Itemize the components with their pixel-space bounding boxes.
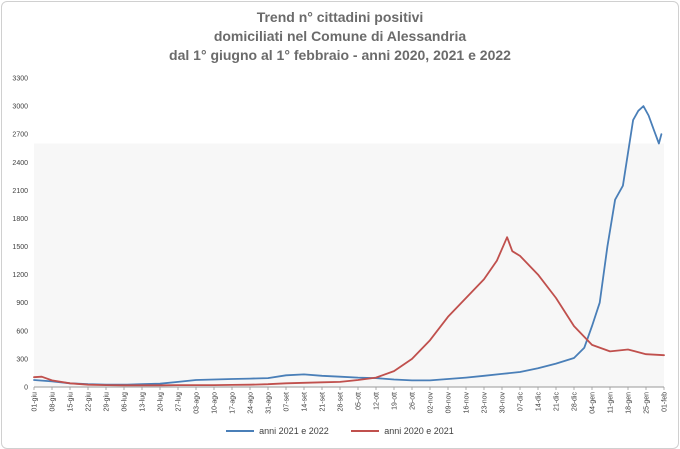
x-tick-label: 07-set: [284, 392, 291, 412]
x-tick-label: 06-lug: [122, 392, 129, 412]
x-tick-label: 03-ago: [194, 392, 201, 414]
y-tick-label: 3300: [12, 76, 28, 83]
x-tick-label: 21-set: [320, 392, 327, 412]
y-tick-label: 1800: [12, 216, 28, 223]
legend-item-2021-2022: anni 2021 e 2022: [226, 426, 329, 436]
x-tick-label: 16-nov: [464, 392, 471, 414]
x-tick-label: 30-nov: [500, 392, 507, 414]
x-tick-label: 09-nov: [446, 392, 453, 414]
x-tick-label: 01-feb: [662, 392, 669, 412]
x-tick-label: 10-ago: [212, 392, 219, 414]
x-tick-label: 02-nov: [428, 392, 435, 414]
x-tick-label: 15-giu: [68, 392, 75, 412]
x-tick-label: 11-gen: [608, 392, 615, 413]
series-line-2021-2022: [33, 105, 663, 386]
chart-title: Trend n° cittadini positivi domiciliati …: [0, 8, 680, 65]
x-tick-label: 14-dic: [536, 392, 543, 412]
x-tick-label: 07-dic: [518, 392, 525, 412]
x-tick-label: 08-giu: [50, 392, 57, 412]
legend-swatch-blue: [226, 430, 255, 433]
x-tick-label: 24-ago: [248, 392, 255, 414]
x-tick-label: 27-lug: [176, 392, 183, 412]
x-tick-label: 28-set: [338, 392, 345, 412]
x-tick-label: 25-gen: [644, 392, 651, 414]
legend-label-2020-2021: anni 2020 e 2021: [384, 425, 454, 436]
x-tick-label: 31-ago: [266, 392, 273, 414]
x-tick-label: 21-dic: [554, 392, 561, 412]
chart-title-line-2: domiciliati nel Comune di Alessandria: [213, 28, 467, 44]
y-tick-label: 0: [24, 385, 28, 392]
x-tick-label: 01-giu: [32, 392, 39, 412]
x-tick-label: 20-lug: [158, 392, 165, 412]
legend-item-2020-2021: anni 2020 e 2021: [351, 426, 454, 436]
x-tick-label: 26-ott: [410, 392, 417, 410]
x-tick-label: 28-dic: [572, 392, 579, 412]
plot-background: [34, 143, 664, 387]
x-tick-label: 22-giu: [86, 392, 93, 412]
y-tick-label: 900: [16, 300, 28, 307]
y-tick-label: 600: [16, 328, 28, 335]
x-tick-label: 12-ott: [374, 392, 381, 410]
legend: anni 2021 e 2022 anni 2020 e 2021: [0, 425, 680, 436]
x-tick-label: 17-ago: [230, 392, 237, 414]
x-tick-label: 18-gen: [626, 392, 633, 414]
x-tick-label: 23-nov: [482, 392, 489, 414]
x-tick-label: 05-ott: [356, 392, 363, 410]
y-tick-label: 2100: [12, 188, 28, 195]
chart-title-line-3: dal 1° giugno al 1° febbraio - anni 2020…: [169, 47, 511, 63]
legend-swatch-red: [351, 430, 380, 433]
x-tick-label: 14-set: [302, 392, 309, 412]
x-tick-label: 29-giu: [104, 392, 111, 412]
series-line-2020-2021: [33, 236, 665, 387]
x-tick-label: 13-lug: [140, 392, 147, 412]
x-tick-label: 19-ott: [392, 392, 399, 410]
y-tick-label: 1200: [12, 272, 28, 279]
y-tick-label: 2700: [12, 132, 28, 139]
chart-title-line-1: Trend n° cittadini positivi: [256, 9, 424, 25]
y-tick-label: 2400: [12, 160, 28, 167]
y-tick-label: 300: [16, 356, 28, 363]
x-tick-label: 04-gen: [590, 392, 597, 414]
y-tick-label: 1500: [12, 244, 28, 251]
legend-label-2021-2022: anni 2021 e 2022: [259, 425, 329, 436]
y-tick-label: 3000: [12, 104, 28, 111]
